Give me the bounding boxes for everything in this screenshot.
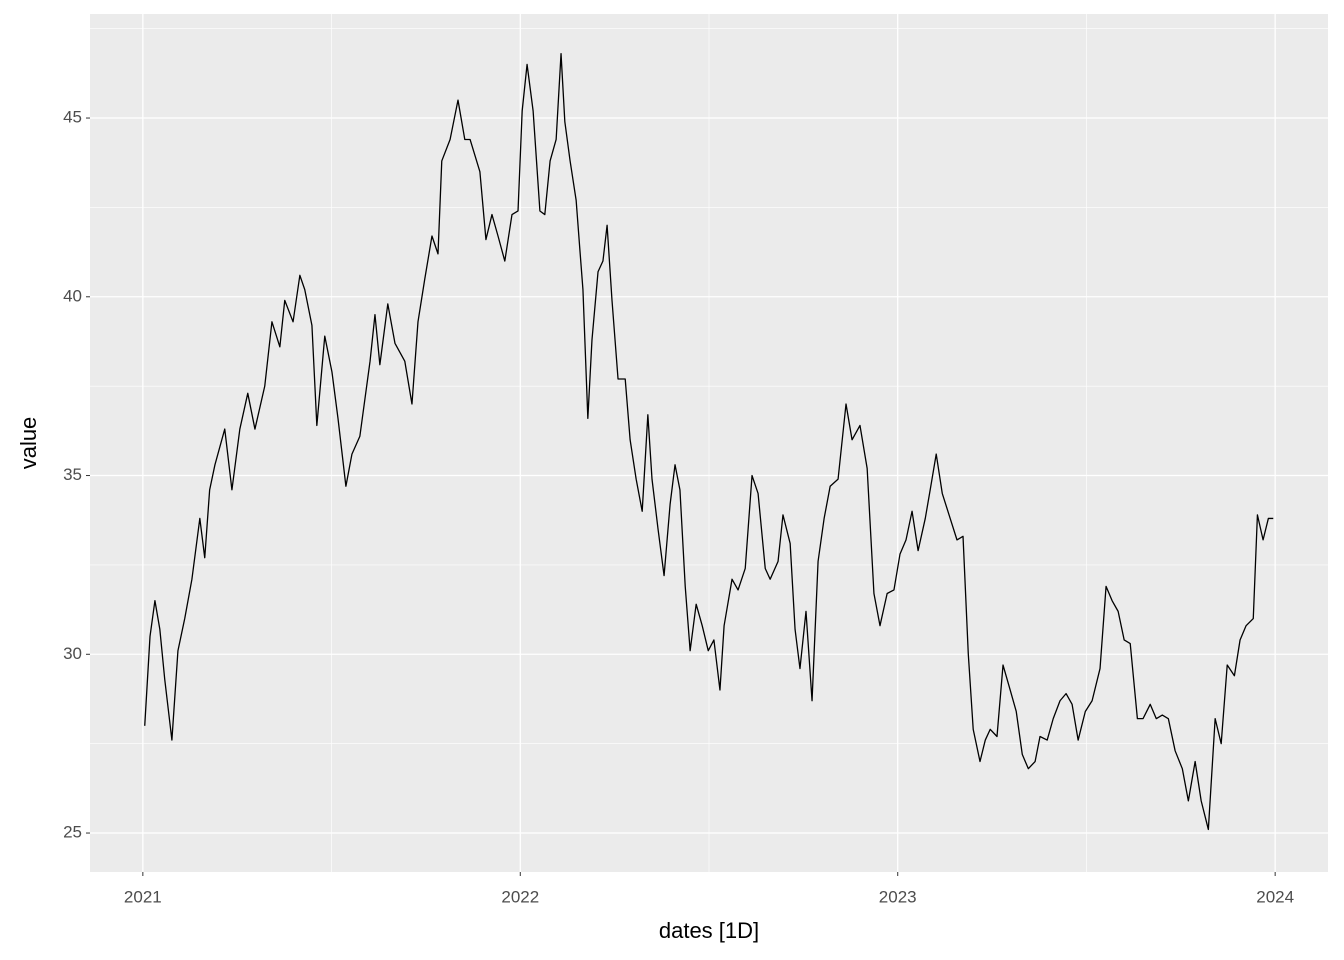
y-axis-title: value xyxy=(16,417,41,470)
x-tick-label: 2022 xyxy=(501,887,539,906)
y-tick-label: 40 xyxy=(63,286,82,305)
x-tick-label: 2023 xyxy=(879,887,917,906)
y-tick-label: 30 xyxy=(63,644,82,663)
x-tick-label: 2024 xyxy=(1256,887,1294,906)
data-line xyxy=(144,53,1274,831)
y-tick-label: 45 xyxy=(63,108,82,127)
plot-layer xyxy=(90,14,1328,872)
x-tick-label: 2021 xyxy=(124,887,162,906)
y-tick-label: 25 xyxy=(63,823,82,842)
x-axis-title: dates [1D] xyxy=(659,918,759,943)
y-tick-label: 35 xyxy=(63,465,82,484)
